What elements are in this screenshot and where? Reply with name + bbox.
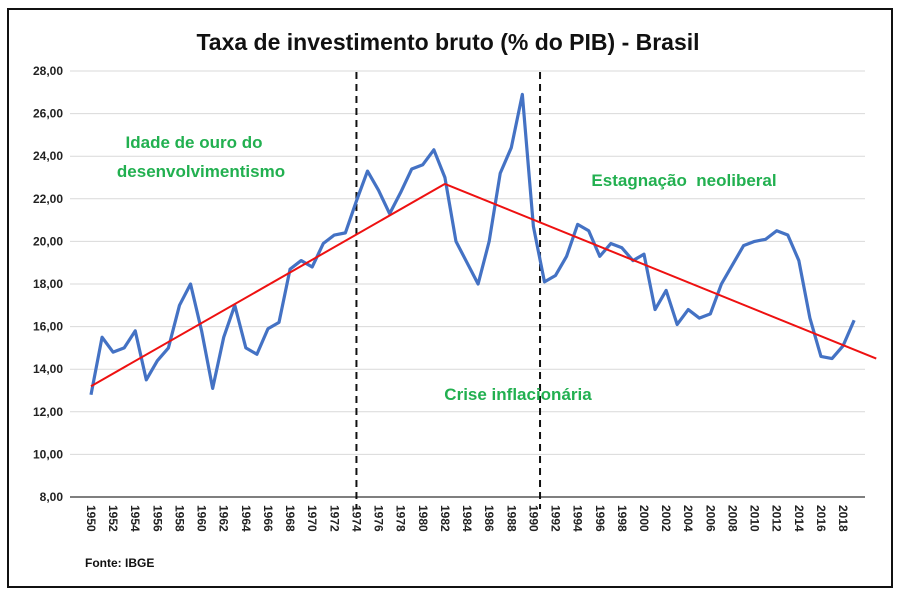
x-tick-label: 1974 bbox=[349, 505, 363, 532]
x-tick-label: 1972 bbox=[327, 505, 341, 532]
y-axis-ticks: 8,00 10,00 12,00 14,00 16,00 18,00 20,00 22,00 2… bbox=[33, 64, 63, 504]
x-tick-label: 1976 bbox=[372, 505, 386, 532]
chart-frame bbox=[7, 8, 893, 588]
x-tick-label: 2008 bbox=[725, 505, 739, 532]
series bbox=[89, 92, 856, 396]
y-tick-label: 18,00 bbox=[33, 277, 63, 291]
y-tick-label: 14,00 bbox=[33, 362, 63, 376]
series-line bbox=[89, 92, 856, 396]
x-tick-label: 1954 bbox=[128, 505, 142, 532]
x-tick-label: 2018 bbox=[836, 505, 850, 532]
y-tick-label: 16,00 bbox=[33, 320, 63, 334]
x-tick-label: 1998 bbox=[615, 505, 629, 532]
x-tick-label: 1986 bbox=[482, 505, 496, 532]
x-tick-label: 2014 bbox=[792, 505, 806, 532]
x-tick-label: 2000 bbox=[637, 505, 651, 532]
x-tick-label: 1996 bbox=[593, 505, 607, 532]
trendlines bbox=[90, 182, 877, 388]
y-tick-label: 28,00 bbox=[33, 64, 63, 78]
x-tick-label: 1984 bbox=[460, 505, 474, 532]
y-tick-label: 8,00 bbox=[40, 490, 64, 504]
x-tick-label: 1992 bbox=[549, 505, 563, 532]
chart-title: Taxa de investimento bruto (% do PIB) - … bbox=[196, 29, 699, 55]
source-note: Fonte: IBGE bbox=[85, 556, 154, 570]
y-tick-label: 26,00 bbox=[33, 107, 63, 121]
x-tick-label: 1964 bbox=[239, 505, 253, 532]
x-tick-label: 2016 bbox=[814, 505, 828, 532]
y-tick-label: 20,00 bbox=[33, 234, 63, 248]
x-tick-label: 1982 bbox=[438, 505, 452, 532]
x-tick-label: 1980 bbox=[416, 505, 430, 532]
x-tick-label: 2012 bbox=[770, 505, 784, 532]
annotation-crisis: Crise inflacionária bbox=[444, 385, 592, 404]
x-tick-label: 2004 bbox=[681, 505, 695, 532]
annotation-stagnation: Estagnação neoliberal bbox=[591, 171, 776, 190]
trendline bbox=[444, 182, 877, 360]
x-tick-label: 1970 bbox=[305, 505, 319, 532]
annotation-golden-age-line2: desenvolvimentismo bbox=[117, 162, 285, 181]
x-tick-label: 2006 bbox=[703, 505, 717, 532]
x-tick-label: 1950 bbox=[84, 505, 98, 532]
x-tick-label: 1966 bbox=[261, 505, 275, 532]
x-tick-label: 1994 bbox=[571, 505, 585, 532]
x-tick-label: 1958 bbox=[172, 505, 186, 532]
trendline bbox=[90, 183, 446, 388]
y-tick-label: 10,00 bbox=[33, 447, 63, 461]
x-tick-label: 1956 bbox=[150, 505, 164, 532]
grid bbox=[70, 70, 865, 455]
annotation-golden-age-line1: Idade de ouro do bbox=[126, 133, 263, 152]
x-tick-label: 2010 bbox=[748, 505, 762, 532]
x-tick-label: 1990 bbox=[526, 505, 540, 532]
x-tick-label: 1952 bbox=[106, 505, 120, 532]
y-tick-label: 12,00 bbox=[33, 405, 63, 419]
period-dividers bbox=[355, 72, 542, 509]
x-tick-label: 1978 bbox=[394, 505, 408, 532]
y-tick-label: 24,00 bbox=[33, 149, 63, 163]
x-axis-ticks: 1950 1952 1954 1956 1958 1960 1962 1964 1966 1968… bbox=[84, 505, 850, 532]
y-tick-label: 22,00 bbox=[33, 192, 63, 206]
x-tick-label: 1962 bbox=[217, 505, 231, 532]
x-tick-label: 1988 bbox=[504, 505, 518, 532]
x-tick-label: 1960 bbox=[195, 505, 209, 532]
x-tick-label: 1968 bbox=[283, 505, 297, 532]
x-tick-label: 2002 bbox=[659, 505, 673, 532]
